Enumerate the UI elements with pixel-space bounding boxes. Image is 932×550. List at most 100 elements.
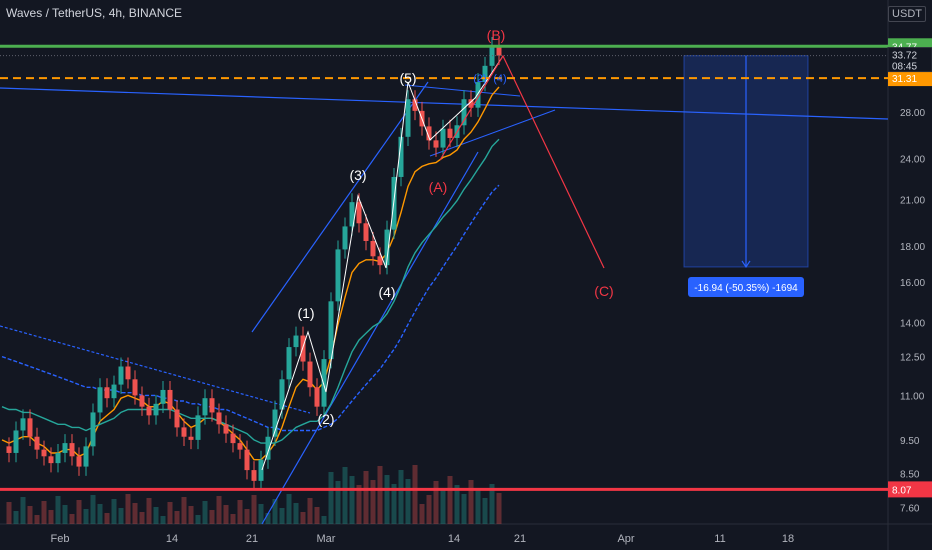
currency-unit-badge[interactable]: USDT xyxy=(888,6,926,22)
price-axis-tick: 9.50 xyxy=(900,436,920,447)
candle-body xyxy=(69,443,75,457)
measurement-label-box xyxy=(688,276,804,297)
volume-bar xyxy=(202,501,208,524)
volume-bar xyxy=(230,514,236,524)
candle-body xyxy=(335,249,341,302)
candle-body xyxy=(139,395,145,407)
volume-bar xyxy=(356,485,362,524)
candle-body xyxy=(363,223,369,242)
price-axis-tick: 7.60 xyxy=(900,504,920,515)
wave-label-correction: (C) xyxy=(594,283,613,299)
price-axis-tick: 28.00 xyxy=(900,108,925,119)
volume-bar xyxy=(55,496,61,524)
time-axis-tick: 21 xyxy=(246,533,258,545)
candle-body xyxy=(251,470,257,481)
candle-body xyxy=(34,436,40,450)
price-level-badge xyxy=(888,70,932,87)
candle-body xyxy=(412,99,418,111)
volume-bar xyxy=(321,516,327,524)
volume-bar xyxy=(258,504,264,524)
candle-body xyxy=(202,398,208,416)
price-axis-tick: 18.00 xyxy=(900,242,925,253)
candle-body xyxy=(370,241,376,257)
candle-body xyxy=(209,398,215,413)
volume-bar xyxy=(307,498,313,524)
volume-bar xyxy=(314,507,320,524)
wedge-line xyxy=(429,109,556,157)
price-axis-tick: 8.50 xyxy=(900,470,920,481)
trendline xyxy=(0,87,889,120)
candle-body xyxy=(349,202,355,227)
volume-bar xyxy=(398,470,404,524)
volume-bar xyxy=(118,508,124,524)
volume-bar xyxy=(90,495,96,524)
volume-bar xyxy=(251,495,257,524)
candle-body xyxy=(314,387,320,407)
candle-body xyxy=(272,409,278,437)
candle-body xyxy=(475,82,481,108)
chart-title: Waves / TetherUS, 4h, BINANCE xyxy=(6,6,183,20)
time-axis-tick: Feb xyxy=(51,533,70,545)
price-axis-tick: 24.00 xyxy=(900,155,925,166)
candle-body xyxy=(216,412,222,425)
volume-bar xyxy=(153,507,159,524)
volume-bar xyxy=(363,471,369,524)
candle-body xyxy=(48,456,54,464)
volume-bar xyxy=(342,467,348,524)
candle-body xyxy=(223,424,229,434)
channel-line xyxy=(251,81,429,333)
volume-bar xyxy=(125,494,131,524)
volume-bar xyxy=(272,499,278,524)
candle-body xyxy=(132,379,138,396)
time-axis-tick: Apr xyxy=(617,533,634,545)
time-axis-tick: Mar xyxy=(317,533,336,545)
volume-bar xyxy=(482,498,488,524)
trendline xyxy=(0,325,311,414)
time-axis-tick: 14 xyxy=(448,533,460,545)
volume-bar xyxy=(391,484,397,524)
candle-body xyxy=(237,443,243,450)
price-level-label: 8.07 xyxy=(892,485,912,496)
volume-bar xyxy=(384,475,390,524)
candle-body xyxy=(174,409,180,428)
candle-countdown: 08:45 xyxy=(892,62,917,73)
current-price-badge xyxy=(887,47,932,73)
candle-body xyxy=(496,46,502,56)
candle-body xyxy=(62,443,68,453)
current-price-label: 33.72 xyxy=(892,51,917,62)
volume-bar xyxy=(132,503,138,524)
volume-bar xyxy=(6,502,12,524)
volume-bar xyxy=(293,503,299,524)
wave-label-correction: (A) xyxy=(429,179,448,195)
candle-body xyxy=(188,436,194,440)
volume-bar xyxy=(34,515,40,524)
measurement-label: -16.94 (-50.35%) -1694 xyxy=(694,283,798,294)
price-axis-tick: 16.00 xyxy=(900,278,925,289)
candle-body xyxy=(426,126,432,141)
candle-body xyxy=(433,140,439,148)
volume-bar xyxy=(412,465,418,524)
candle-body xyxy=(377,256,383,266)
volume-bar xyxy=(41,501,47,524)
candle-body xyxy=(244,449,250,471)
candle-body xyxy=(258,459,264,481)
wave-label-minor: (4) xyxy=(493,73,506,85)
candle-body xyxy=(111,384,117,399)
candle-body xyxy=(97,387,103,413)
wave-label-impulse: (3) xyxy=(349,167,366,183)
volume-bar xyxy=(167,502,173,524)
volume-bar xyxy=(433,481,439,524)
wave-label-impulse: (5) xyxy=(399,70,416,86)
candle-body xyxy=(265,436,271,460)
candle-body xyxy=(13,430,19,453)
candle-body xyxy=(76,456,82,467)
moving-average-line xyxy=(1,138,500,444)
volume-bar xyxy=(83,509,89,524)
price-level-badge xyxy=(888,481,932,498)
volume-bar xyxy=(195,515,201,524)
volume-bar xyxy=(405,479,411,524)
candle-body xyxy=(41,449,47,457)
price-axis-tick: 11.00 xyxy=(900,391,925,402)
